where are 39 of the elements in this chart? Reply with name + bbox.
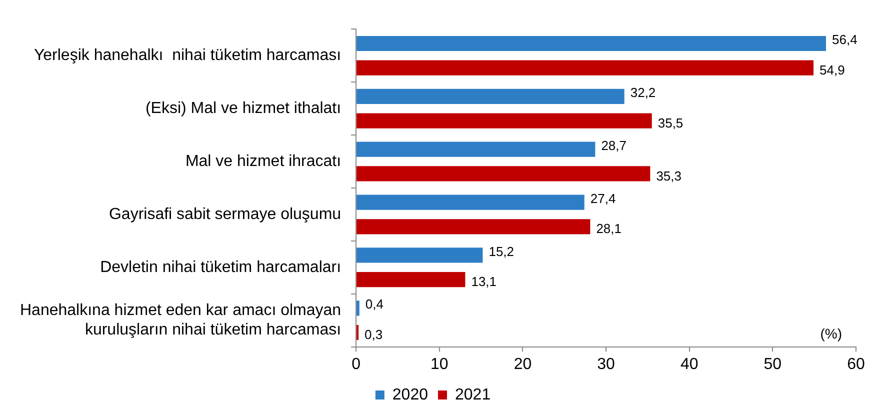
- x-tick-label: 0: [352, 356, 361, 373]
- bar: [356, 194, 584, 210]
- data-label: 0,4: [365, 296, 384, 312]
- legend-label: 2021: [455, 386, 491, 404]
- bar: [356, 88, 624, 104]
- legend-label: 2020: [392, 386, 428, 404]
- y-tick-label: Mal ve hizmet ihracatı: [185, 152, 342, 170]
- data-label: 32,2: [630, 85, 656, 100]
- x-tick-label: 20: [514, 356, 532, 373]
- y-tick-label: Hanehalkına hizmet eden kar amacı olmayan kuruluşların nihai tüketim harcaması: [20, 302, 342, 338]
- bar: [356, 219, 590, 234]
- bar: [356, 60, 814, 76]
- bar: [356, 166, 650, 182]
- bar: [356, 36, 826, 52]
- data-label: 28,7: [601, 138, 627, 153]
- y-tick-label: (Eksi) Mal ve hizmet ithalatı: [145, 100, 342, 118]
- y-tick-label: Yerleşik hanehalkı nihai tüketim harcaması: [34, 47, 342, 64]
- x-tick-label: 60: [847, 356, 865, 373]
- bar: [356, 142, 596, 157]
- data-label: 35,5: [658, 115, 684, 130]
- data-label: 27,4: [590, 190, 616, 206]
- data-label: 35,3: [656, 168, 682, 184]
- bar: [356, 300, 360, 316]
- y-tick-label: Devletin nihai tüketim harcamaları: [100, 258, 342, 276]
- data-label: 0,3: [364, 327, 383, 342]
- x-tick-label: 40: [680, 356, 698, 373]
- data-label: 13,1: [471, 274, 497, 290]
- data-label: 28,1: [596, 221, 622, 236]
- x-tick-label: 10: [430, 356, 448, 373]
- bar: [356, 272, 466, 288]
- data-label: 54,9: [820, 62, 845, 78]
- annotation: (%): [820, 326, 842, 342]
- data-label: 56,4: [832, 32, 858, 48]
- x-tick-label: 30: [597, 356, 616, 373]
- bar: [356, 248, 483, 263]
- bar: [356, 113, 652, 128]
- data-label: 15,2: [488, 244, 514, 259]
- y-tick-label: Gayrisafi sabit sermaye oluşumu: [108, 206, 342, 223]
- x-tick-label: 50: [764, 356, 782, 373]
